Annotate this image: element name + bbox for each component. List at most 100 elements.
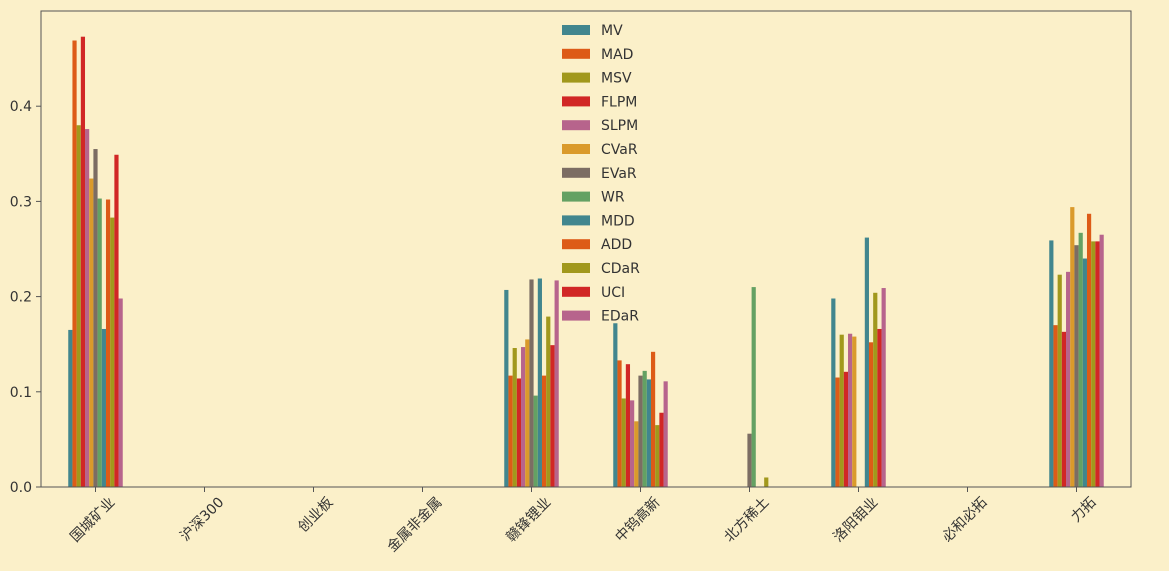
bar: [97, 198, 102, 488]
bar: [516, 378, 522, 487]
bar: [1082, 258, 1087, 487]
bar: [839, 334, 844, 487]
bar: [638, 375, 643, 487]
bar: [1053, 325, 1058, 487]
legend-swatch: [562, 72, 590, 83]
bar: [630, 400, 635, 487]
y-axis: 0.0 0.1 0.2 0.3 0.4: [10, 99, 41, 496]
bar: [835, 377, 840, 487]
bar: [93, 149, 98, 488]
legend-swatch: [562, 48, 590, 59]
x-tick-label: 金属非金属: [385, 495, 446, 556]
bar: [1061, 331, 1067, 487]
legend-label: CVaR: [601, 142, 638, 158]
bar: [625, 364, 631, 487]
legend-swatch: [562, 263, 590, 273]
bar: [546, 316, 551, 487]
bar: [843, 371, 849, 487]
y-tick-label: 0.1: [10, 385, 32, 401]
x-tick-label: 必和必拓: [939, 495, 990, 546]
legend-label: WR: [601, 190, 625, 206]
bar: [105, 199, 111, 487]
bar: [533, 395, 538, 487]
bar: [881, 288, 886, 487]
legend-label: MDD: [601, 213, 635, 229]
bar: [85, 129, 90, 488]
legend-label: ADD: [601, 237, 632, 253]
bar: [852, 336, 857, 487]
bar: [118, 298, 123, 487]
bar: [613, 323, 618, 487]
plot-frame: [40, 10, 1132, 488]
bar: [1057, 274, 1062, 487]
bar: [512, 348, 517, 487]
bar: [873, 292, 878, 487]
y-tick-label: 0.0: [10, 480, 32, 496]
bar: [1066, 271, 1071, 487]
bar: [1086, 213, 1092, 487]
y-tick-label: 0.2: [10, 290, 32, 306]
legend-label: EVaR: [601, 166, 637, 182]
bar: [659, 412, 664, 487]
bar: [831, 298, 836, 487]
bar: [550, 345, 555, 487]
bar: [89, 178, 94, 488]
bar: [72, 40, 77, 487]
x-tick-label: 创业板: [295, 495, 336, 536]
x-axis: 国城矿业 沪深300 创业板 金属非金属 赣锋锂业 中钨高新 北方稀土 洛阳钼业 必和必拓 力拓: [67, 487, 1099, 555]
legend-label: FLPM: [601, 94, 637, 110]
bar: [655, 425, 660, 487]
bar: [101, 328, 106, 487]
bar: [76, 125, 81, 488]
bar: [541, 375, 547, 487]
legend-swatch: [562, 310, 590, 321]
bar: [504, 289, 509, 487]
bar: [529, 279, 534, 487]
bar: [634, 421, 639, 487]
bar: [1095, 241, 1100, 487]
legend-swatch: [562, 96, 590, 107]
legend-label: MV: [601, 23, 623, 39]
legend-label: CDaR: [601, 261, 640, 277]
bar: [848, 333, 853, 487]
bar: [1078, 232, 1083, 487]
bar: [110, 217, 115, 487]
bar: [617, 360, 622, 487]
bar: [1049, 240, 1054, 487]
bar: [1099, 234, 1104, 487]
x-tick-label: 国城矿业: [67, 495, 118, 546]
bar: [764, 477, 769, 487]
y-tick-label: 0.4: [10, 99, 32, 115]
x-tick-label: 北方稀土: [721, 495, 772, 546]
x-tick-label: 赣锋锂业: [503, 495, 554, 546]
legend-swatch: [562, 191, 590, 202]
bar: [537, 278, 542, 487]
x-tick-label: 洛阳钼业: [830, 495, 881, 546]
bar: [621, 398, 626, 487]
bar: [650, 351, 656, 487]
legend-swatch: [562, 144, 590, 154]
bar: [1074, 245, 1079, 487]
bar-group: [68, 36, 1104, 488]
bar: [864, 237, 869, 487]
x-tick-label: 力拓: [1068, 495, 1099, 526]
bar: [68, 329, 73, 487]
legend-swatch: [562, 167, 590, 178]
bar: [877, 328, 882, 487]
legend-swatch: [562, 286, 590, 297]
bar: [80, 36, 86, 487]
bar: [525, 339, 530, 487]
bar: [1091, 241, 1096, 487]
legend-swatch: [562, 120, 590, 131]
legend: MV MAD MSV FLPM SLPM CVaR EVaR WR MDD ADD CDaR UCI E…: [562, 23, 640, 325]
bar: [868, 342, 874, 487]
legend-label: EDaR: [601, 309, 639, 325]
x-tick-label: 中钨高新: [612, 494, 664, 546]
y-tick-label: 0.3: [10, 194, 32, 210]
x-tick-label: 沪深300: [177, 495, 227, 545]
bar: [554, 280, 559, 487]
bar: [114, 154, 119, 487]
legend-swatch: [562, 215, 590, 226]
bar: [1070, 207, 1075, 488]
